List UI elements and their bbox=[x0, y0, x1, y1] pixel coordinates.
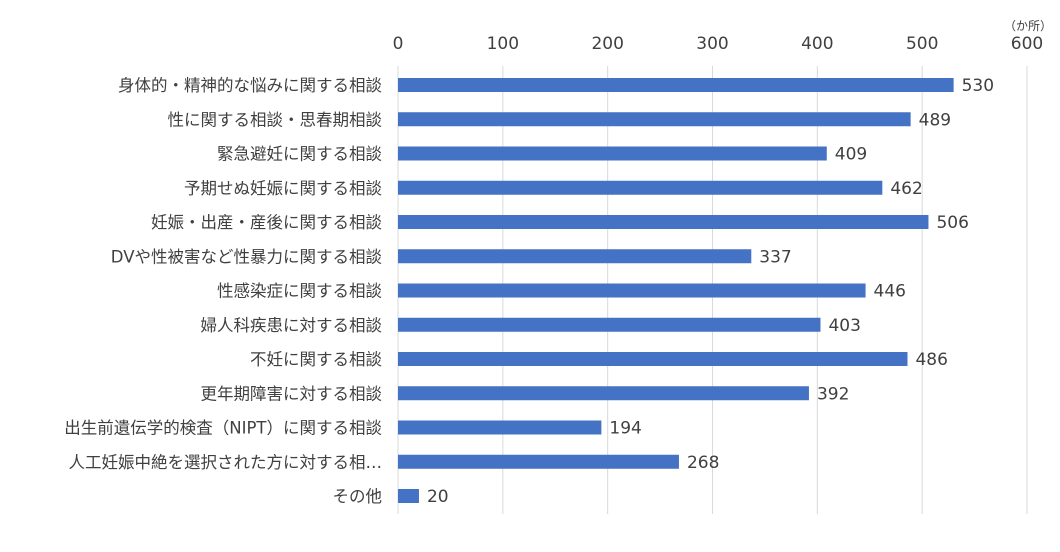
x-tick-label: 100 bbox=[487, 34, 519, 54]
category-label: その他 bbox=[333, 487, 383, 506]
bar bbox=[398, 489, 419, 503]
category-label: 性感染症に関する相談 bbox=[217, 282, 382, 301]
x-tick-label: 0 bbox=[393, 34, 404, 54]
category-label: DVや性被害など性暴力に関する相談 bbox=[111, 247, 382, 266]
x-tick-label: 200 bbox=[591, 34, 623, 54]
category-label: 婦人科疾患に対する相談 bbox=[201, 316, 383, 335]
data-label: 337 bbox=[759, 247, 791, 267]
data-label: 194 bbox=[609, 419, 641, 439]
data-label: 403 bbox=[828, 316, 860, 336]
bar bbox=[398, 249, 752, 264]
x-tick-label: 500 bbox=[906, 34, 938, 54]
category-label: 人工妊娠中絶を選択された方に対する相… bbox=[69, 453, 383, 472]
data-label: 268 bbox=[687, 453, 719, 473]
data-label: 506 bbox=[936, 213, 968, 233]
data-label: 392 bbox=[817, 384, 849, 404]
data-label: 409 bbox=[835, 145, 867, 165]
bar bbox=[398, 352, 908, 366]
bar bbox=[398, 112, 911, 127]
bar bbox=[398, 420, 602, 435]
data-label: 530 bbox=[962, 76, 994, 96]
unit-label: （か所） bbox=[1004, 19, 1052, 33]
x-tick-label: 300 bbox=[696, 34, 728, 54]
category-label: 性に関する相談・思春期相談 bbox=[168, 110, 383, 129]
data-label: 489 bbox=[919, 110, 951, 130]
bar bbox=[398, 215, 929, 229]
category-label: 身体的・精神的な悩みに関する相談 bbox=[118, 76, 382, 95]
category-label: 出生前遺伝学的検査（NIPT）に関する相談 bbox=[64, 419, 382, 438]
bar bbox=[398, 78, 954, 92]
data-label: 446 bbox=[874, 282, 906, 302]
bar bbox=[398, 454, 679, 469]
category-label: 妊娠・出産・産後に関する相談 bbox=[151, 213, 382, 232]
data-labels: 530 489 409 462 506 337 446 403 486 392 194 268 20 bbox=[427, 76, 994, 507]
bars bbox=[398, 78, 954, 503]
category-label: 予期せぬ妊娠に関する相談 bbox=[184, 179, 382, 198]
category-label: 不妊に関する相談 bbox=[250, 350, 382, 369]
x-tick-label: 400 bbox=[801, 34, 833, 54]
category-labels: 身体的・精神的な悩みに関する相談性に関する相談・思春期相談緊急避妊に関する相談予… bbox=[64, 76, 382, 506]
x-tick-label: 600 bbox=[1011, 34, 1043, 54]
category-label: 緊急避妊に関する相談 bbox=[217, 145, 382, 164]
bar bbox=[398, 317, 821, 332]
x-axis-ticks: 0 100 200 300 400 500 600 bbox=[393, 34, 1044, 54]
category-label: 更年期障害に対する相談 bbox=[201, 384, 383, 403]
bar bbox=[398, 386, 809, 401]
data-label: 486 bbox=[915, 350, 947, 370]
bar bbox=[398, 180, 883, 195]
data-label: 20 bbox=[427, 487, 449, 507]
bar bbox=[398, 146, 827, 161]
data-label: 462 bbox=[890, 179, 922, 199]
bar bbox=[398, 283, 866, 298]
